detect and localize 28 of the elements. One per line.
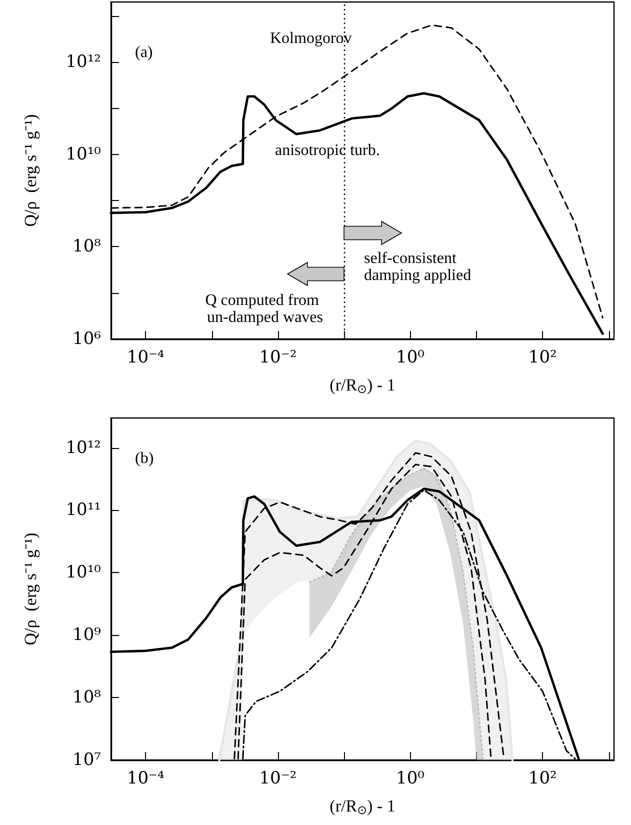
y-tick-label: 10⁸ <box>72 236 102 257</box>
y-axis-title: Q/ρ (erg s⁻¹ g⁻¹) <box>21 532 40 646</box>
y-tick-label: 10¹⁰ <box>66 144 102 164</box>
annotation: Kolmogorov <box>270 30 352 47</box>
y-tick-label: 10¹⁰ <box>66 562 102 583</box>
annotation: (a) <box>135 44 153 61</box>
y-tick-label: 10⁹ <box>72 625 102 646</box>
x-axis-title: (r/R⊙) - 1 <box>330 376 396 396</box>
y-tick-label: 10⁶ <box>72 329 102 349</box>
x-tick-label: 10⁻⁴ <box>126 768 164 788</box>
annotation: (b) <box>135 450 154 467</box>
y-tick-label: 10⁸ <box>72 688 102 708</box>
y-axis-title: Q/ρ (erg s⁻¹ g⁻¹) <box>21 114 40 227</box>
annotation: anisotropic turb. <box>275 142 380 159</box>
x-tick-label: 10⁰ <box>396 348 425 368</box>
y-tick-label: 10¹² <box>66 438 101 458</box>
annotation: self-consistent damping applied <box>364 250 472 284</box>
y-tick-label: 10⁷ <box>72 750 102 770</box>
x-tick-label: 10⁻² <box>259 768 297 788</box>
x-tick-label: 10² <box>528 768 557 788</box>
x-tick-label: 10⁻² <box>259 348 297 368</box>
x-axis-title: (r/R⊙) - 1 <box>330 796 396 817</box>
x-tick-label: 10⁰ <box>396 768 425 788</box>
x-tick-label: 10² <box>528 348 557 368</box>
y-tick-label: 10¹² <box>66 52 101 72</box>
x-tick-label: 10⁻⁴ <box>126 348 164 368</box>
annotation: Q computed from un-damped waves <box>205 292 323 326</box>
y-tick-label: 10¹¹ <box>66 500 101 520</box>
